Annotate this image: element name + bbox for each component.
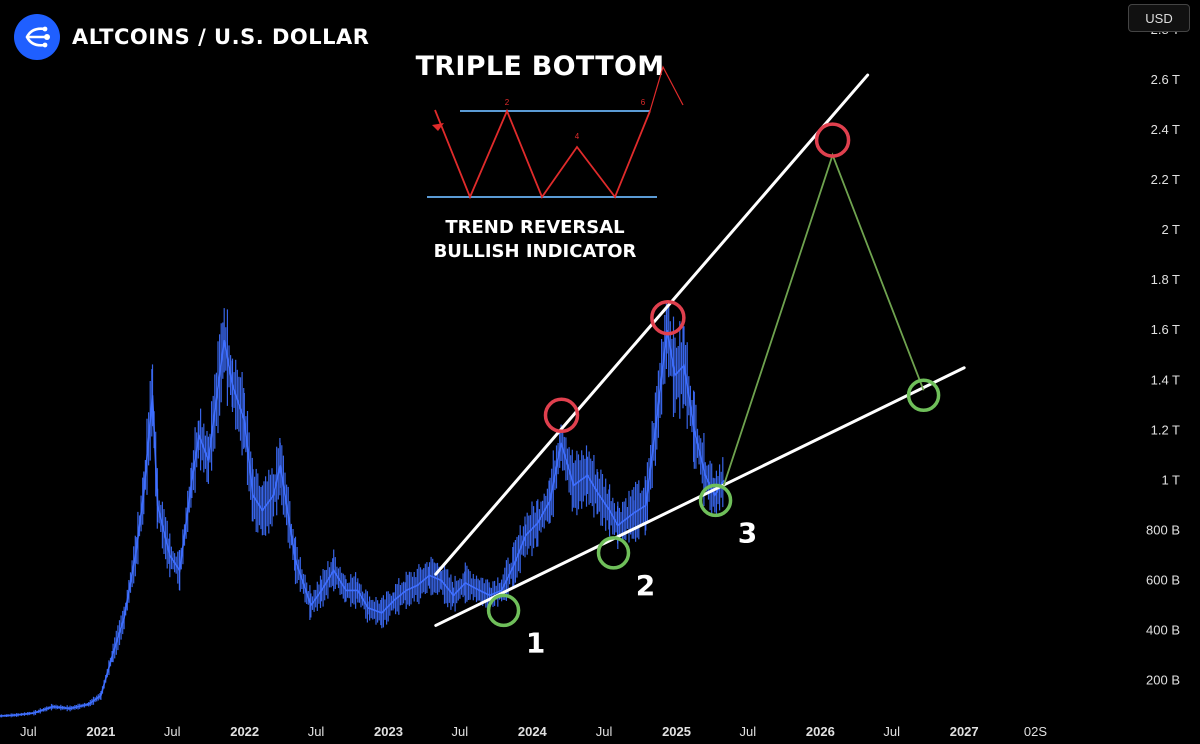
y-tick-label: 1.8 T — [1151, 272, 1180, 287]
currency-button[interactable]: USD — [1128, 4, 1190, 32]
pattern-point-4: 4 — [575, 132, 580, 141]
price-series-line — [0, 330, 725, 717]
pattern-breakout — [649, 65, 684, 112]
chart-title: ALTCOINS / U.S. DOLLAR — [72, 25, 370, 49]
triple-bottom-pattern-diagram: 1 2 3 4 5 6 — [427, 65, 684, 200]
y-tick-label: 1.4 T — [1151, 372, 1180, 387]
x-tick-label: Jul — [20, 724, 37, 739]
brand-logo — [14, 14, 60, 60]
support-touch-label: 2 — [636, 569, 655, 602]
x-tick-label: 2027 — [950, 724, 979, 739]
support-touch-marker — [906, 378, 941, 413]
x-tick-label: 2021 — [86, 724, 115, 739]
support-touch-label: 1 — [526, 626, 545, 659]
y-tick-label: 400 B — [1146, 622, 1180, 637]
triple-bottom-inset: TRIPLE BOTTOM 1 2 3 4 5 6 TREND REVERSAL… — [415, 45, 685, 267]
y-tick-label: 2.6 T — [1151, 72, 1180, 87]
x-tick-label: Jul — [883, 724, 900, 739]
support-touch-marker — [596, 536, 631, 570]
support-touch-label: 3 — [738, 516, 757, 549]
y-tick-label: 200 B — [1146, 672, 1180, 687]
x-tick-label: 2022 — [230, 724, 259, 739]
x-tick-label: Jul — [740, 724, 757, 739]
pattern-entry-arrow-icon — [432, 123, 444, 131]
resistance-touch-marker — [814, 122, 851, 158]
x-tick-label: 02S — [1024, 724, 1047, 739]
resistance-touch-marker — [543, 397, 580, 434]
y-tick-label: 1.2 T — [1151, 422, 1180, 437]
x-tick-label: 2024 — [518, 724, 548, 739]
x-tick-label: Jul — [452, 724, 469, 739]
x-tick-label: Jul — [164, 724, 181, 739]
resistance-touch-marker — [650, 299, 686, 336]
x-tick-label: Jul — [596, 724, 613, 739]
y-tick-label: 800 B — [1146, 522, 1180, 537]
chart-header: ALTCOINS / U.S. DOLLAR — [14, 14, 369, 60]
y-tick-label: 1 T — [1161, 472, 1180, 487]
y-tick-label: 1.6 T — [1151, 322, 1180, 337]
pattern-path — [434, 108, 651, 200]
inset-subtitle-line2: BULLISH INDICATOR — [433, 241, 637, 262]
support-touch-marker — [486, 593, 521, 628]
y-tick-label: 2.2 T — [1151, 172, 1180, 187]
x-tick-label: 2026 — [806, 724, 835, 739]
inset-title: TRIPLE BOTTOM — [415, 51, 665, 82]
network-icon — [25, 26, 50, 48]
pattern-point-2: 2 — [505, 98, 510, 107]
x-tick-label: 2025 — [662, 724, 691, 739]
x-tick-label: Jul — [308, 724, 325, 739]
y-tick-label: 2.4 T — [1151, 122, 1180, 137]
y-tick-label: 2 T — [1161, 222, 1180, 237]
support-touch-marker — [698, 483, 733, 518]
inset-subtitle-line1: TREND REVERSAL — [445, 217, 625, 238]
pattern-point-6: 6 — [641, 98, 646, 107]
y-tick-label: 600 B — [1146, 572, 1180, 587]
x-tick-label: 2023 — [374, 724, 403, 739]
